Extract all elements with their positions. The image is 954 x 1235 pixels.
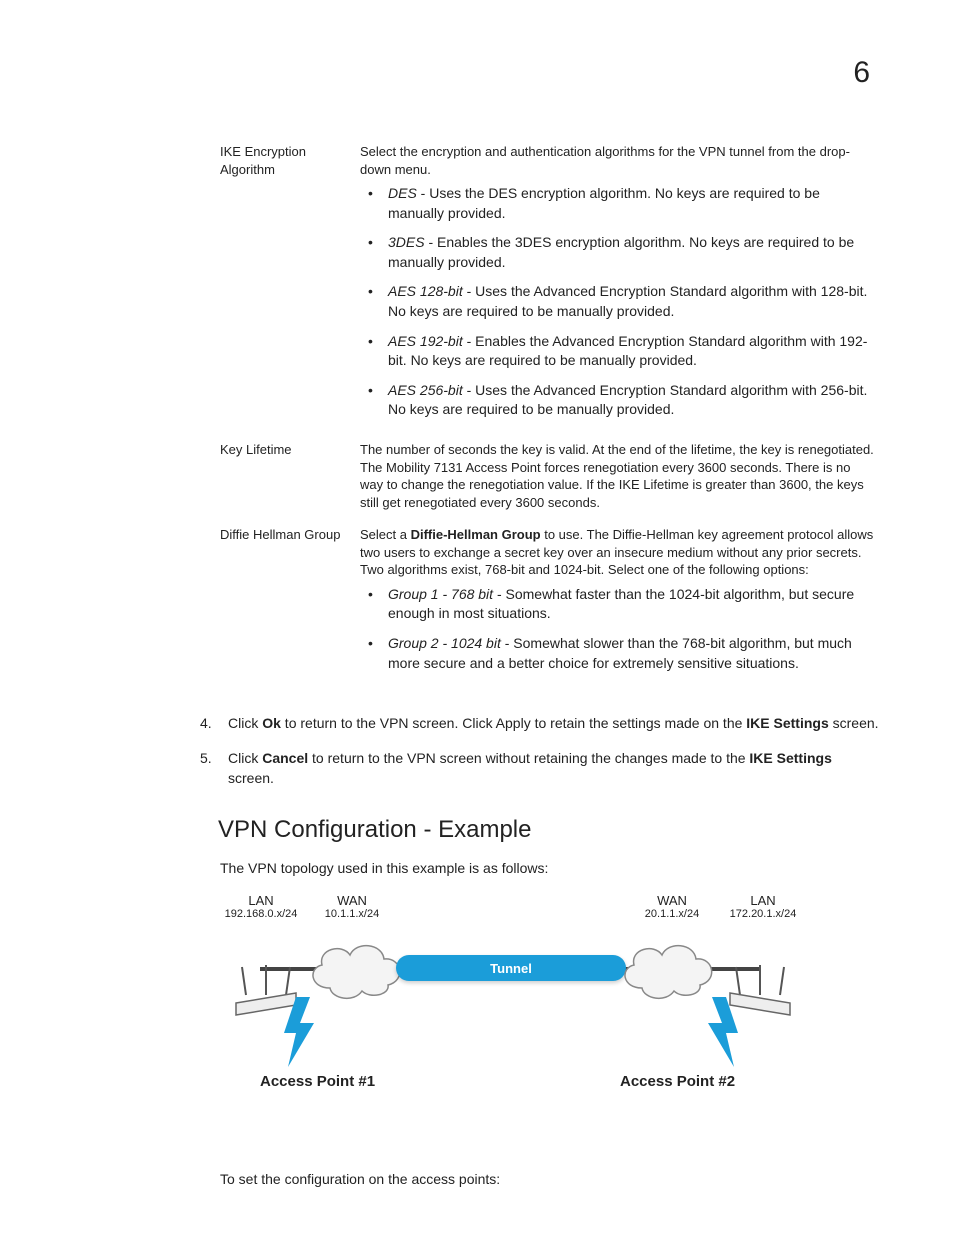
bullet-item: Group 2 - 1024 bit - Somewhat slower tha… (360, 634, 874, 673)
bolt-right-icon (700, 997, 740, 1067)
cloud-right-icon (612, 933, 722, 1003)
ap1-label: Access Point #1 (260, 1073, 375, 1090)
definition-label: Diffie Hellman Group (220, 523, 360, 691)
bullet-item: AES 192-bit - Enables the Advanced Encry… (360, 332, 874, 371)
tunnel-bar: Tunnel (396, 955, 626, 981)
definition-body: Select a Diffie-Hellman Group to use. Th… (360, 523, 880, 691)
step-item: 4.Click Ok to return to the VPN screen. … (200, 713, 880, 733)
definition-body: Select the encryption and authentication… (360, 140, 880, 438)
ap2-label: Access Point #2 (620, 1073, 735, 1090)
definition-body: The number of seconds the key is valid. … (360, 438, 880, 523)
step-item: 5.Click Cancel to return to the VPN scre… (200, 748, 880, 789)
cloud-left-icon (300, 933, 410, 1003)
right-lan-label: LAN 172.20.1.x/24 (718, 893, 808, 920)
vpn-topology-diagram: LAN 192.168.0.x/24 WAN 10.1.1.x/24 WAN 2… (220, 893, 880, 1113)
bullet-item: AES 256-bit - Uses the Advanced Encrypti… (360, 381, 874, 420)
right-wan-label: WAN 20.1.1.x/24 (632, 893, 712, 920)
tunnel-label: Tunnel (490, 961, 532, 976)
left-wan-label: WAN 10.1.1.x/24 (312, 893, 392, 920)
section-outro: To set the configuration on the access p… (220, 1169, 880, 1190)
definitions-table: IKE Encryption AlgorithmSelect the encry… (220, 140, 880, 691)
left-lan-label: LAN 192.168.0.x/24 (216, 893, 306, 920)
bolt-left-icon (282, 997, 322, 1067)
bullet-item: AES 128-bit - Uses the Advanced Encrypti… (360, 282, 874, 321)
page-number: 6 (853, 56, 870, 90)
definition-label: IKE Encryption Algorithm (220, 140, 360, 438)
section-intro: The VPN topology used in this example is… (220, 858, 880, 879)
bullet-item: Group 1 - 768 bit - Somewhat faster than… (360, 585, 874, 624)
definition-label: Key Lifetime (220, 438, 360, 523)
bullet-item: DES - Uses the DES encryption algorithm.… (360, 184, 874, 223)
bullet-item: 3DES - Enables the 3DES encryption algor… (360, 233, 874, 272)
steps-list: 4.Click Ok to return to the VPN screen. … (200, 713, 880, 788)
section-heading: VPN Configuration - Example (218, 816, 880, 844)
